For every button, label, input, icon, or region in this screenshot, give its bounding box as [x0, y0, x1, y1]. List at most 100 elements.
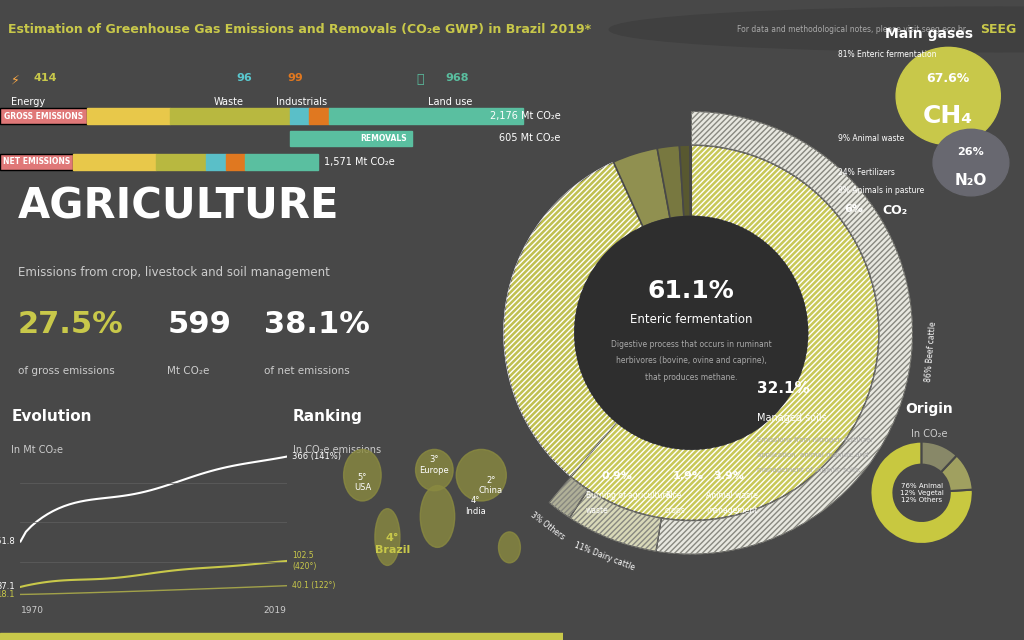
- Text: management of organic soils.: management of organic soils.: [757, 467, 861, 473]
- Bar: [309, 108, 329, 124]
- Text: 3% Others: 3% Others: [529, 510, 566, 541]
- Bar: [290, 131, 412, 145]
- Text: Land use: Land use: [428, 97, 472, 108]
- Text: 2019: 2019: [264, 607, 287, 616]
- Text: 4°
India: 4° India: [465, 497, 485, 516]
- Text: herbivores (bovine, ovine and caprine),: herbivores (bovine, ovine and caprine),: [615, 356, 767, 365]
- Ellipse shape: [457, 449, 506, 501]
- Bar: [329, 108, 523, 124]
- Text: 3.9%: 3.9%: [714, 471, 744, 481]
- Text: N₂O: N₂O: [954, 173, 987, 188]
- Text: Waste: Waste: [214, 97, 244, 108]
- Text: Evolution: Evolution: [11, 409, 92, 424]
- Text: Emissions from crop, livestock and soil management: Emissions from crop, livestock and soil …: [17, 266, 330, 279]
- Ellipse shape: [896, 47, 1000, 145]
- Text: 24% Fertilizers: 24% Fertilizers: [839, 168, 895, 177]
- Text: 8% Animals in pasture: 8% Animals in pasture: [839, 186, 925, 195]
- Ellipse shape: [499, 532, 520, 563]
- Wedge shape: [570, 145, 879, 520]
- Text: CO₂: CO₂: [882, 204, 907, 216]
- Text: 1970: 1970: [20, 607, 43, 616]
- Text: 61.1%: 61.1%: [648, 280, 734, 303]
- Wedge shape: [613, 148, 670, 227]
- Text: 37.1: 37.1: [0, 582, 15, 591]
- Text: REMOVALS: REMOVALS: [359, 134, 407, 143]
- Text: 38.1%: 38.1%: [264, 310, 370, 339]
- Text: In CO₂e: In CO₂e: [911, 429, 947, 439]
- Text: Emissions from nitrogen fertilizer: Emissions from nitrogen fertilizer: [757, 436, 873, 443]
- Text: Ranking: Ranking: [293, 409, 362, 424]
- FancyBboxPatch shape: [0, 108, 87, 124]
- Text: 86% Beef cattle: 86% Beef cattle: [924, 321, 938, 383]
- Text: 414: 414: [34, 74, 57, 83]
- Text: application, animal manure and: application, animal manure and: [757, 452, 868, 458]
- Text: 27.5%: 27.5%: [17, 310, 123, 339]
- Text: 102.5
(420°): 102.5 (420°): [292, 551, 316, 571]
- Text: In Mt CO₂e: In Mt CO₂e: [11, 445, 63, 456]
- Text: 599: 599: [167, 310, 231, 339]
- Text: 605 Mt CO₂e: 605 Mt CO₂e: [499, 133, 560, 143]
- Wedge shape: [941, 456, 973, 491]
- Text: Burning of agricultural: Burning of agricultural: [586, 491, 673, 500]
- Text: waste: waste: [586, 506, 609, 515]
- Wedge shape: [656, 111, 912, 554]
- Text: 67.6%: 67.6%: [927, 72, 970, 84]
- Text: For data and methodological notes, please visit seeg.eco.br: For data and methodological notes, pleas…: [737, 25, 967, 34]
- Ellipse shape: [933, 129, 1009, 196]
- Text: 366 (141%): 366 (141%): [292, 452, 341, 461]
- Text: management: management: [707, 506, 758, 515]
- Wedge shape: [922, 442, 956, 472]
- Text: Rice: Rice: [665, 491, 681, 500]
- Text: Managed soils: Managed soils: [757, 413, 826, 423]
- Bar: [74, 154, 156, 170]
- Text: 96: 96: [237, 74, 252, 83]
- Wedge shape: [657, 145, 684, 218]
- Wedge shape: [870, 442, 973, 544]
- Text: Estimation of Greenhouse Gas Emissions and Removals (CO₂e GWP) in Brazil 2019*: Estimation of Greenhouse Gas Emissions a…: [8, 23, 591, 36]
- Wedge shape: [504, 162, 643, 477]
- Text: 1,571 Mt CO₂e: 1,571 Mt CO₂e: [324, 157, 394, 167]
- Ellipse shape: [344, 449, 381, 501]
- Text: Energy: Energy: [11, 97, 45, 108]
- Text: 76% Animal
12% Vegetal
12% Others: 76% Animal 12% Vegetal 12% Others: [900, 483, 943, 503]
- Text: 40.1 (122°): 40.1 (122°): [292, 581, 336, 590]
- Text: of gross emissions: of gross emissions: [17, 366, 115, 376]
- Text: 3°
Europe: 3° Europe: [420, 455, 450, 475]
- Text: ⚡: ⚡: [11, 74, 20, 86]
- Text: 151.8: 151.8: [0, 537, 15, 546]
- Text: Industrials: Industrials: [276, 97, 327, 108]
- Text: 0.9%: 0.9%: [601, 471, 632, 481]
- Text: GROSS EMISSIONS: GROSS EMISSIONS: [4, 111, 84, 120]
- Text: 9% Animal waste: 9% Animal waste: [839, 134, 904, 143]
- Text: of net emissions: of net emissions: [264, 366, 350, 376]
- Wedge shape: [679, 145, 690, 216]
- Text: that produces methane.: that produces methane.: [645, 373, 737, 382]
- Text: CH₄: CH₄: [924, 104, 973, 129]
- Text: 2°
China: 2° China: [478, 476, 503, 495]
- Text: 1.9%: 1.9%: [673, 471, 703, 481]
- Wedge shape: [569, 490, 662, 552]
- Text: Main gases: Main gases: [886, 27, 973, 41]
- Text: 26%: 26%: [957, 147, 984, 157]
- Text: NET EMISSIONS: NET EMISSIONS: [3, 157, 71, 166]
- Ellipse shape: [420, 486, 455, 547]
- Bar: [207, 154, 225, 170]
- Bar: [87, 108, 170, 124]
- Text: AGRICULTURE: AGRICULTURE: [17, 186, 339, 228]
- Text: 2,176 Mt CO₂e: 2,176 Mt CO₂e: [489, 111, 560, 121]
- Text: Digestive process that occurs in ruminant: Digestive process that occurs in ruminan…: [611, 340, 771, 349]
- Text: SEEG: SEEG: [980, 23, 1017, 36]
- Wedge shape: [690, 145, 691, 216]
- Circle shape: [574, 216, 808, 449]
- Text: 5°
USA: 5° USA: [353, 473, 371, 492]
- Text: 🌱: 🌱: [417, 74, 424, 86]
- Text: 99: 99: [287, 74, 303, 83]
- Text: 18.1: 18.1: [0, 590, 15, 599]
- Text: Origin: Origin: [905, 402, 953, 416]
- Bar: [170, 108, 290, 124]
- Text: Enteric fermentation: Enteric fermentation: [630, 313, 753, 326]
- Ellipse shape: [416, 449, 453, 491]
- Ellipse shape: [375, 509, 400, 565]
- Wedge shape: [549, 477, 588, 518]
- Text: 6%: 6%: [844, 204, 863, 214]
